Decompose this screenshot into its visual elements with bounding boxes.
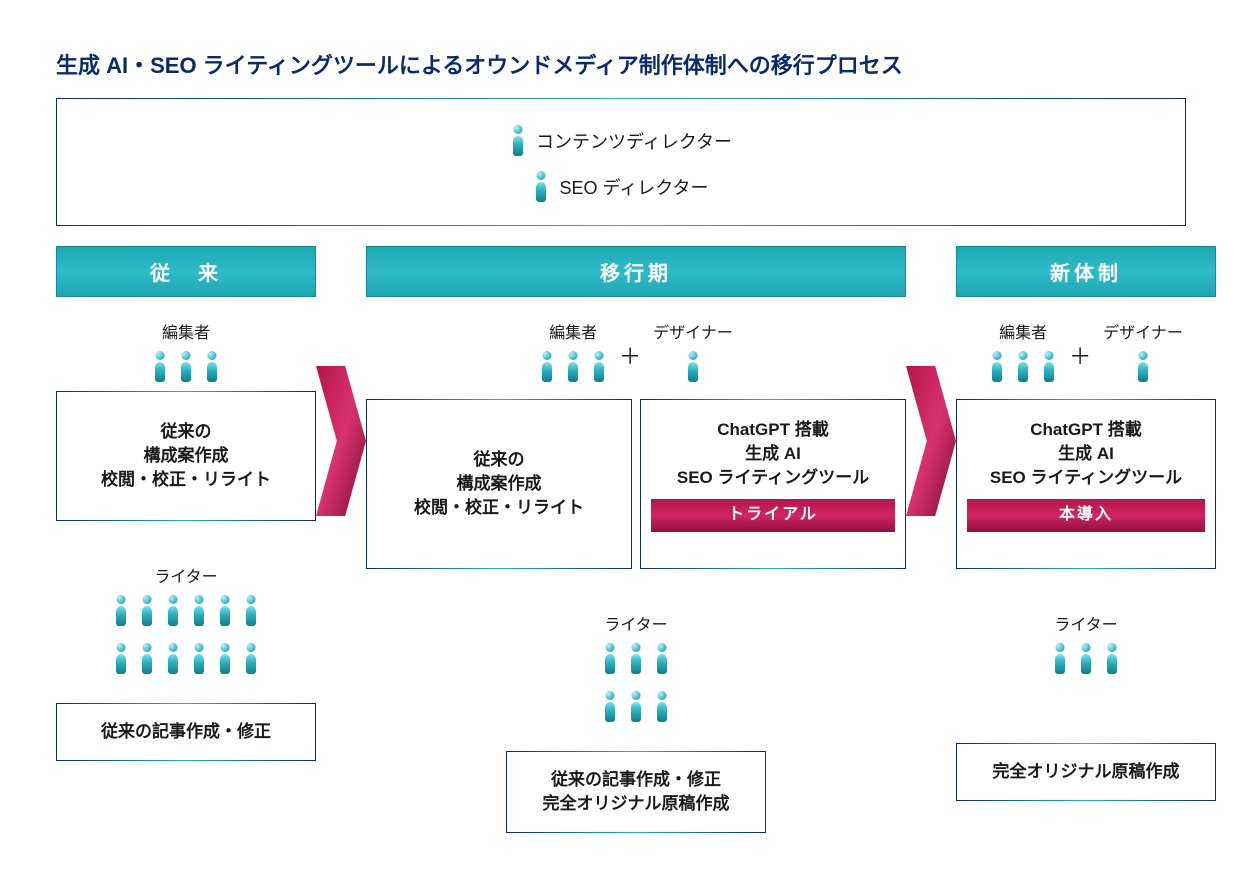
phase-new: 新体制 編集者 ＋ デザイナー ChatGPT 搭載生成 AISEO ライティン… [956,246,1216,801]
trial-badge: トライアル [651,499,895,531]
person-icon [243,643,259,675]
editor-icons [539,349,607,383]
person-icon [191,643,207,675]
person-icon [191,595,207,627]
designer-icons [685,349,701,383]
editor-label: 編集者 [999,319,1047,343]
person-icon [602,691,618,723]
writer-label: ライター [154,563,217,587]
editor-icons [989,349,1057,383]
person-icon [165,595,181,627]
person-icon [602,643,618,675]
person-row [113,593,259,627]
person-icon [628,643,644,675]
person-icon [1135,351,1151,383]
designer-group: デザイナー [653,319,733,391]
new-box-text: ChatGPT 搭載生成 AISEO ライティングツール [967,418,1205,489]
legacy-bottom-box: 従来の記事作成・修正 [56,703,316,761]
person-icon [1078,643,1094,675]
writer-icons [113,593,259,683]
person-icon [152,351,168,383]
plus-icon: ＋ [619,339,641,371]
person-icon [591,351,607,383]
person-icon [539,351,555,383]
editor-label: 編集者 [162,319,210,343]
arrow-1 [316,246,366,516]
person-icon [204,351,220,383]
person-icon [139,643,155,675]
person-icon [243,595,259,627]
person-icon [533,171,549,203]
person-row [113,641,259,675]
transition-boxes: 従来の構成案作成校閲・校正・リライト ChatGPT 搭載生成 AISEO ライ… [366,399,906,569]
transition-roles-row: 編集者 ＋ デザイナー [539,319,733,391]
legacy-writers: ライター 従来の記事作成・修正 [56,541,316,761]
plus-icon: ＋ [1069,339,1091,371]
seo-director-row: SEO ディレクター [533,171,708,203]
phase-header-new: 新体制 [956,246,1216,297]
writer-icons [1052,641,1120,683]
designer-group: デザイナー [1103,319,1183,391]
person-icon [178,351,194,383]
person-icon [217,643,233,675]
directors-box: コンテンツディレクター SEO ディレクター [56,98,1186,226]
person-row [602,641,670,675]
seo-director-label: SEO ディレクター [559,174,708,200]
person-row [1052,641,1120,675]
person-icon [565,351,581,383]
writer-label: ライター [1054,611,1117,635]
new-box: ChatGPT 搭載生成 AISEO ライティングツール 本導入 [956,399,1216,569]
person-icon [113,643,129,675]
new-writers: ライター 完全オリジナル原稿作成 [956,589,1216,801]
legacy-box: 従来の構成案作成校閲・校正・リライト [56,391,316,521]
writer-icons [602,641,670,731]
person-icon [654,643,670,675]
arrow-2 [906,246,956,516]
person-icon [139,595,155,627]
content-director-label: コンテンツディレクター [536,128,732,154]
person-icon [1041,351,1057,383]
person-icon [989,351,1005,383]
deploy-badge: 本導入 [967,499,1205,531]
transition-box-right-text: ChatGPT 搭載生成 AISEO ライティングツール [651,418,895,489]
phases-grid: 従 来 編集者 従来の構成案作成校閲・校正・リライト ライター 従来の記事作成・… [56,246,1186,833]
phase-transition: 移行期 編集者 ＋ デザイナー 従来の構成案作成校閲・校正・リライト ChatG… [366,246,906,833]
transition-bottom-box: 従来の記事作成・修正完全オリジナル原稿作成 [506,751,766,833]
person-icon [1015,351,1031,383]
designer-label: デザイナー [1103,319,1183,343]
person-icon [510,125,526,157]
designer-icons [1135,349,1151,383]
person-icon [654,691,670,723]
phase-legacy: 従 来 編集者 従来の構成案作成校閲・校正・リライト ライター 従来の記事作成・… [56,246,316,761]
writer-label: ライター [604,611,667,635]
editor-group: 編集者 [989,319,1057,391]
transition-box-left: 従来の構成案作成校閲・校正・リライト [366,399,632,569]
content-director-row: コンテンツディレクター [510,125,732,157]
person-icon [685,351,701,383]
new-bottom-box: 完全オリジナル原稿作成 [956,743,1216,801]
page-title: 生成 AI・SEO ライティングツールによるオウンドメディア制作体制への移行プロ… [56,48,1186,80]
designer-label: デザイナー [653,319,733,343]
person-icon [1104,643,1120,675]
transition-writers: ライター 従来の記事作成・修正完全オリジナル原稿作成 [366,589,906,833]
person-row [602,689,670,723]
editor-group: 編集者 [539,319,607,391]
person-icon [113,595,129,627]
editor-icons [152,349,220,383]
person-icon [1052,643,1068,675]
editor-label: 編集者 [549,319,597,343]
new-roles-row: 編集者 ＋ デザイナー [989,319,1183,391]
process-arrow-icon [906,366,956,516]
person-icon [217,595,233,627]
person-icon [628,691,644,723]
transition-box-right: ChatGPT 搭載生成 AISEO ライティングツール トライアル [640,399,906,569]
process-arrow-icon [316,366,366,516]
person-icon [165,643,181,675]
phase-header-legacy: 従 来 [56,246,316,297]
phase-header-transition: 移行期 [366,246,906,297]
